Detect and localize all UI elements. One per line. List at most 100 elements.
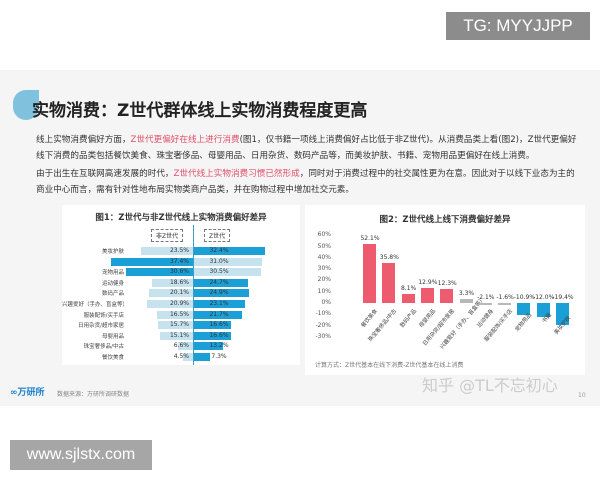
logo-text: 万研所 — [17, 388, 45, 398]
bar — [401, 293, 415, 303]
bar — [363, 244, 376, 303]
bar-z — [194, 247, 266, 255]
bar — [536, 303, 550, 317]
bar-z — [194, 300, 245, 308]
data-source: 数据来源：万研所调研数据 — [57, 391, 130, 398]
value-label: -10.9% — [513, 294, 535, 301]
highlight: Z世代更偏好在线上进行消费 — [130, 135, 240, 145]
y-tick-label: 0% — [321, 299, 331, 306]
bar — [420, 288, 434, 303]
value-label: 20.9% — [169, 300, 189, 307]
value-label: 37.4% — [169, 257, 189, 265]
category-label: 宠物用品 — [101, 270, 124, 277]
value-label: -12.0% — [533, 294, 555, 301]
y-tick-label: -10% — [315, 310, 331, 318]
chart-2-title: 图2：Z世代线上线下消费偏好差异 — [379, 215, 511, 225]
value-label: 30.5% — [209, 268, 229, 276]
y-tick-label: 30% — [317, 265, 331, 273]
category-label: 珠宝奢侈品/中古 — [83, 344, 124, 351]
value-label: -19.4% — [552, 294, 574, 301]
value-label: 20.1% — [169, 289, 189, 297]
y-tick-label: 60% — [317, 231, 331, 239]
logo: ∞万研所 — [10, 388, 45, 398]
y-tick-label: 20% — [317, 276, 331, 284]
watermark-zhihu: 知乎 @TL不忘初心 — [422, 376, 558, 395]
value-label: 15.1% — [169, 331, 189, 339]
value-label: 35.8% — [379, 253, 399, 261]
legend-z: Z世代 — [204, 229, 231, 242]
value-label: 18.6% — [169, 278, 189, 286]
value-label: 32.4% — [209, 247, 229, 254]
value-label: 7.3% — [211, 353, 227, 360]
bar-z — [194, 268, 262, 277]
value-label: 21.7% — [209, 310, 229, 318]
y-tick-label: 40% — [317, 253, 331, 261]
bar-z — [194, 353, 211, 361]
value-label: 23.5% — [169, 247, 189, 254]
chart-1-title: 图1：Z世代与非Z世代线上实物消费偏好差异 — [95, 213, 267, 223]
bar-non-z — [159, 331, 193, 340]
value-label: 15.7% — [169, 321, 189, 329]
bar — [382, 262, 396, 303]
bar-z — [194, 257, 263, 266]
bar-non-z — [183, 353, 193, 361]
chart-1: 图1：Z世代与非Z世代线上实物消费偏好差异 非Z世代 Z世代 美妆护肤 23.5%… — [62, 205, 300, 365]
title-decoration-icon — [13, 90, 39, 120]
category-label: 运动健身 — [101, 280, 124, 287]
category-label: 兴趣爱好（手办、盲盒等） — [62, 302, 124, 308]
bar — [459, 299, 473, 303]
bar-non-z — [148, 289, 193, 298]
page-title: 实物消费：Z世代群体线上实物消费程度更高 — [32, 101, 368, 121]
value-label: 16.6% — [209, 331, 229, 339]
category-label: 数码产品 — [101, 291, 124, 298]
bar-z — [194, 331, 231, 340]
bar — [498, 303, 512, 305]
bar-non-z — [158, 321, 193, 330]
text: ，同时对于消费过程中的社交属性更为在意。因此对于以线下业态为主的商业中心而言，需… — [36, 169, 575, 195]
category-label: 日用杂货/超市家居 — [78, 323, 124, 330]
highlight: Z世代线上实物消费习惯已然形成 — [173, 169, 300, 179]
bar-non-z — [141, 247, 193, 255]
category-label: 服装配饰/买手店 — [83, 312, 124, 319]
bar — [517, 303, 531, 316]
chart-2-note: 计算方式：Z世代基本在线下消费-Z世代基本在线上消费 — [315, 362, 464, 369]
category-label: 餐饮美食 — [101, 355, 124, 361]
page-number: 10 — [578, 392, 586, 399]
bar — [440, 289, 454, 303]
category-label: 母婴用品 — [101, 333, 124, 340]
y-tick-label: -30% — [315, 332, 331, 340]
value-label: 4.5% — [173, 353, 189, 360]
y-tick-label: 10% — [317, 287, 331, 295]
value-label: 16.6% — [209, 321, 229, 329]
bar — [556, 303, 569, 325]
watermark-site: www.sjlstx.com — [10, 440, 152, 470]
bar-z — [194, 310, 242, 319]
value-label: 16.5% — [169, 310, 189, 318]
value-label: 12.3% — [437, 280, 457, 288]
y-tick-label: -20% — [315, 321, 331, 329]
text: (图1，仅书籍一项线上消费偏好占比低于非Z世代)。从消费品类上看(图2)，Z世代… — [36, 135, 577, 161]
value-label: 13.2% — [209, 342, 229, 350]
value-label: 30.6% — [169, 268, 189, 276]
paragraph-2: 由于出生在互联网高速发展的时代，Z世代线上实物消费习惯已然形成，同时对于消费过程… — [36, 166, 581, 198]
paragraph-1: 线上实物消费偏好方面，Z世代更偏好在线上进行消费(图1，仅书籍一项线上消费偏好占… — [36, 132, 581, 164]
value-label: 24.9% — [209, 289, 229, 297]
bar-non-z — [110, 257, 193, 266]
legend-non-z: 非Z世代 — [151, 229, 184, 242]
bar-non-z — [156, 310, 193, 319]
value-label: 23.1% — [209, 300, 229, 307]
value-label: 12.9% — [418, 279, 438, 287]
value-label: -1.6% — [496, 294, 514, 301]
value-label: 52.1% — [360, 235, 380, 243]
y-tick-label: 50% — [317, 242, 331, 250]
bar — [478, 303, 492, 306]
text: 线上实物消费偏好方面， — [36, 135, 131, 145]
value-label: 8.1% — [400, 284, 417, 292]
value-label: 31.0% — [209, 257, 229, 265]
bar-non-z — [125, 268, 193, 277]
bar-non-z — [152, 278, 193, 287]
value-label: 3.3% — [458, 290, 475, 298]
value-label: 6.6% — [173, 342, 189, 350]
value-label: -2.1% — [477, 294, 495, 301]
chart-2: 图2：Z世代线上线下消费偏好差异 计算方式：Z世代基本在线下消费-Z世代基本在线… — [305, 205, 585, 375]
